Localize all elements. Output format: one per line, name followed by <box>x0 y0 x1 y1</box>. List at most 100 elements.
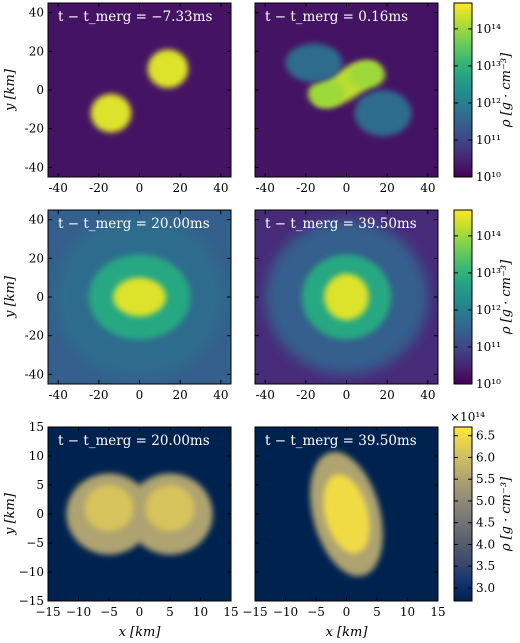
colorbar-label: ρ [g · cm⁻³] <box>499 52 514 128</box>
x-tick-label: 40 <box>420 388 435 402</box>
time-annotation: t − t_merg = 20.00ms <box>58 216 210 232</box>
y-tick-label: −5 <box>26 536 44 550</box>
y-axis-label: y [km] <box>3 275 18 319</box>
colorbar-tick-label: 10¹² <box>476 96 501 110</box>
time-annotation: t − t_merg = 20.00ms <box>58 433 210 449</box>
y-tick-label: 20 <box>29 44 44 58</box>
density-blob <box>147 49 189 89</box>
y-tick-label: 0 <box>36 507 44 521</box>
x-tick-label: 10 <box>400 605 415 619</box>
time-annotation: t − t_merg = 39.50ms <box>265 216 417 232</box>
x-tick-label: 20 <box>380 388 395 402</box>
y-tick-label: 20 <box>29 251 44 265</box>
x-tick-label: −5 <box>100 605 118 619</box>
colorbar-label: ρ [g · cm⁻³] <box>499 259 514 335</box>
density-blob <box>354 90 412 137</box>
x-tick-label: 5 <box>373 605 381 619</box>
x-tick-label: -40 <box>49 181 68 195</box>
time-annotation: t − t_merg = −7.33ms <box>58 9 212 25</box>
x-tick-label: -40 <box>256 181 275 195</box>
y-tick-label: 0 <box>36 83 44 97</box>
colorbar-tick-label: 10¹⁴ <box>476 229 501 243</box>
x-axis-label: x [km] <box>119 625 162 640</box>
x-tick-label: −10 <box>273 605 298 619</box>
x-tick-label: 15 <box>430 605 445 619</box>
heatmap-panel-2-0 <box>48 427 231 601</box>
density-blob <box>145 485 195 532</box>
x-tick-label: -20 <box>89 388 108 402</box>
y-tick-label: 0 <box>36 290 44 304</box>
x-tick-label: 0 <box>343 181 351 195</box>
y-axis-label: y [km] <box>3 68 18 112</box>
colorbar-label: ρ [g · cm⁻³] <box>499 476 514 552</box>
y-tick-label: −10 <box>19 565 44 579</box>
y-tick-label: -20 <box>25 122 44 136</box>
x-tick-label: 0 <box>343 388 351 402</box>
heatmap-panel-0-1 <box>255 3 438 177</box>
y-tick-label: 10 <box>29 449 44 463</box>
density-blob <box>285 43 343 83</box>
density-blob <box>324 273 369 321</box>
colorbar-tick-label: 4.5 <box>476 516 495 530</box>
y-tick-label: −15 <box>19 594 44 608</box>
x-tick-label: −5 <box>307 605 325 619</box>
colorbar-tick-label: 10¹⁴ <box>476 22 501 36</box>
colorbar-tick-label: 4.0 <box>476 537 495 551</box>
x-tick-label: 40 <box>213 388 228 402</box>
y-tick-label: 5 <box>36 478 44 492</box>
x-tick-label: -20 <box>296 181 315 195</box>
x-axis-label: x [km] <box>326 625 369 640</box>
x-tick-label: 20 <box>173 388 188 402</box>
y-tick-label: -20 <box>25 329 44 343</box>
density-blob <box>348 61 386 89</box>
colorbar-tick-label: 10¹³ <box>476 59 501 73</box>
x-tick-label: 0 <box>343 605 351 619</box>
y-tick-label: 15 <box>29 420 44 434</box>
colorbar-tick-label: 10¹² <box>476 303 501 317</box>
time-annotation: t − t_merg = 39.50ms <box>265 433 417 449</box>
density-blob <box>307 80 345 108</box>
colorbar <box>453 426 473 602</box>
time-annotation: t − t_merg = 0.16ms <box>265 9 408 25</box>
y-tick-label: -40 <box>25 160 44 174</box>
y-tick-label: 40 <box>29 213 44 227</box>
colorbar-multiplier: ×10¹⁴ <box>450 410 485 424</box>
x-tick-label: 0 <box>136 605 144 619</box>
x-tick-label: -20 <box>89 181 108 195</box>
x-tick-label: -40 <box>256 388 275 402</box>
density-blob <box>323 474 370 554</box>
x-tick-label: −15 <box>242 605 267 619</box>
colorbar-tick-label: 3.5 <box>476 559 495 573</box>
density-blob <box>90 93 132 133</box>
x-tick-label: 10 <box>193 605 208 619</box>
heatmap-background <box>48 3 231 177</box>
heatmap-panel-0-0 <box>48 3 231 177</box>
colorbar <box>453 209 473 385</box>
density-blob <box>84 485 134 532</box>
x-tick-label: −15 <box>35 605 60 619</box>
colorbar-tick-label: 5.0 <box>476 494 495 508</box>
colorbar <box>453 2 473 178</box>
x-tick-label: 15 <box>223 605 238 619</box>
y-tick-label: 40 <box>29 6 44 20</box>
colorbar-tick-label: 6.0 <box>476 450 495 464</box>
x-tick-label: 0 <box>136 181 144 195</box>
x-tick-label: −10 <box>66 605 91 619</box>
x-tick-label: -20 <box>296 388 315 402</box>
y-axis-label: y [km] <box>3 492 18 536</box>
x-tick-label: 0 <box>136 388 144 402</box>
colorbar-tick-label: 10¹⁰ <box>476 170 501 184</box>
x-tick-label: 5 <box>166 605 174 619</box>
colorbar-tick-label: 6.5 <box>476 429 495 443</box>
heatmap-panel-2-1 <box>255 427 438 601</box>
colorbar-tick-label: 10¹³ <box>476 266 501 280</box>
heatmap-panel-1-0 <box>48 210 231 384</box>
x-tick-label: 40 <box>420 181 435 195</box>
x-tick-label: -40 <box>49 388 68 402</box>
x-tick-label: 20 <box>380 181 395 195</box>
colorbar-tick-label: 10¹¹ <box>476 133 501 147</box>
colorbar-tick-label: 10¹⁰ <box>476 377 501 391</box>
x-tick-label: 20 <box>173 181 188 195</box>
x-tick-label: 40 <box>213 181 228 195</box>
